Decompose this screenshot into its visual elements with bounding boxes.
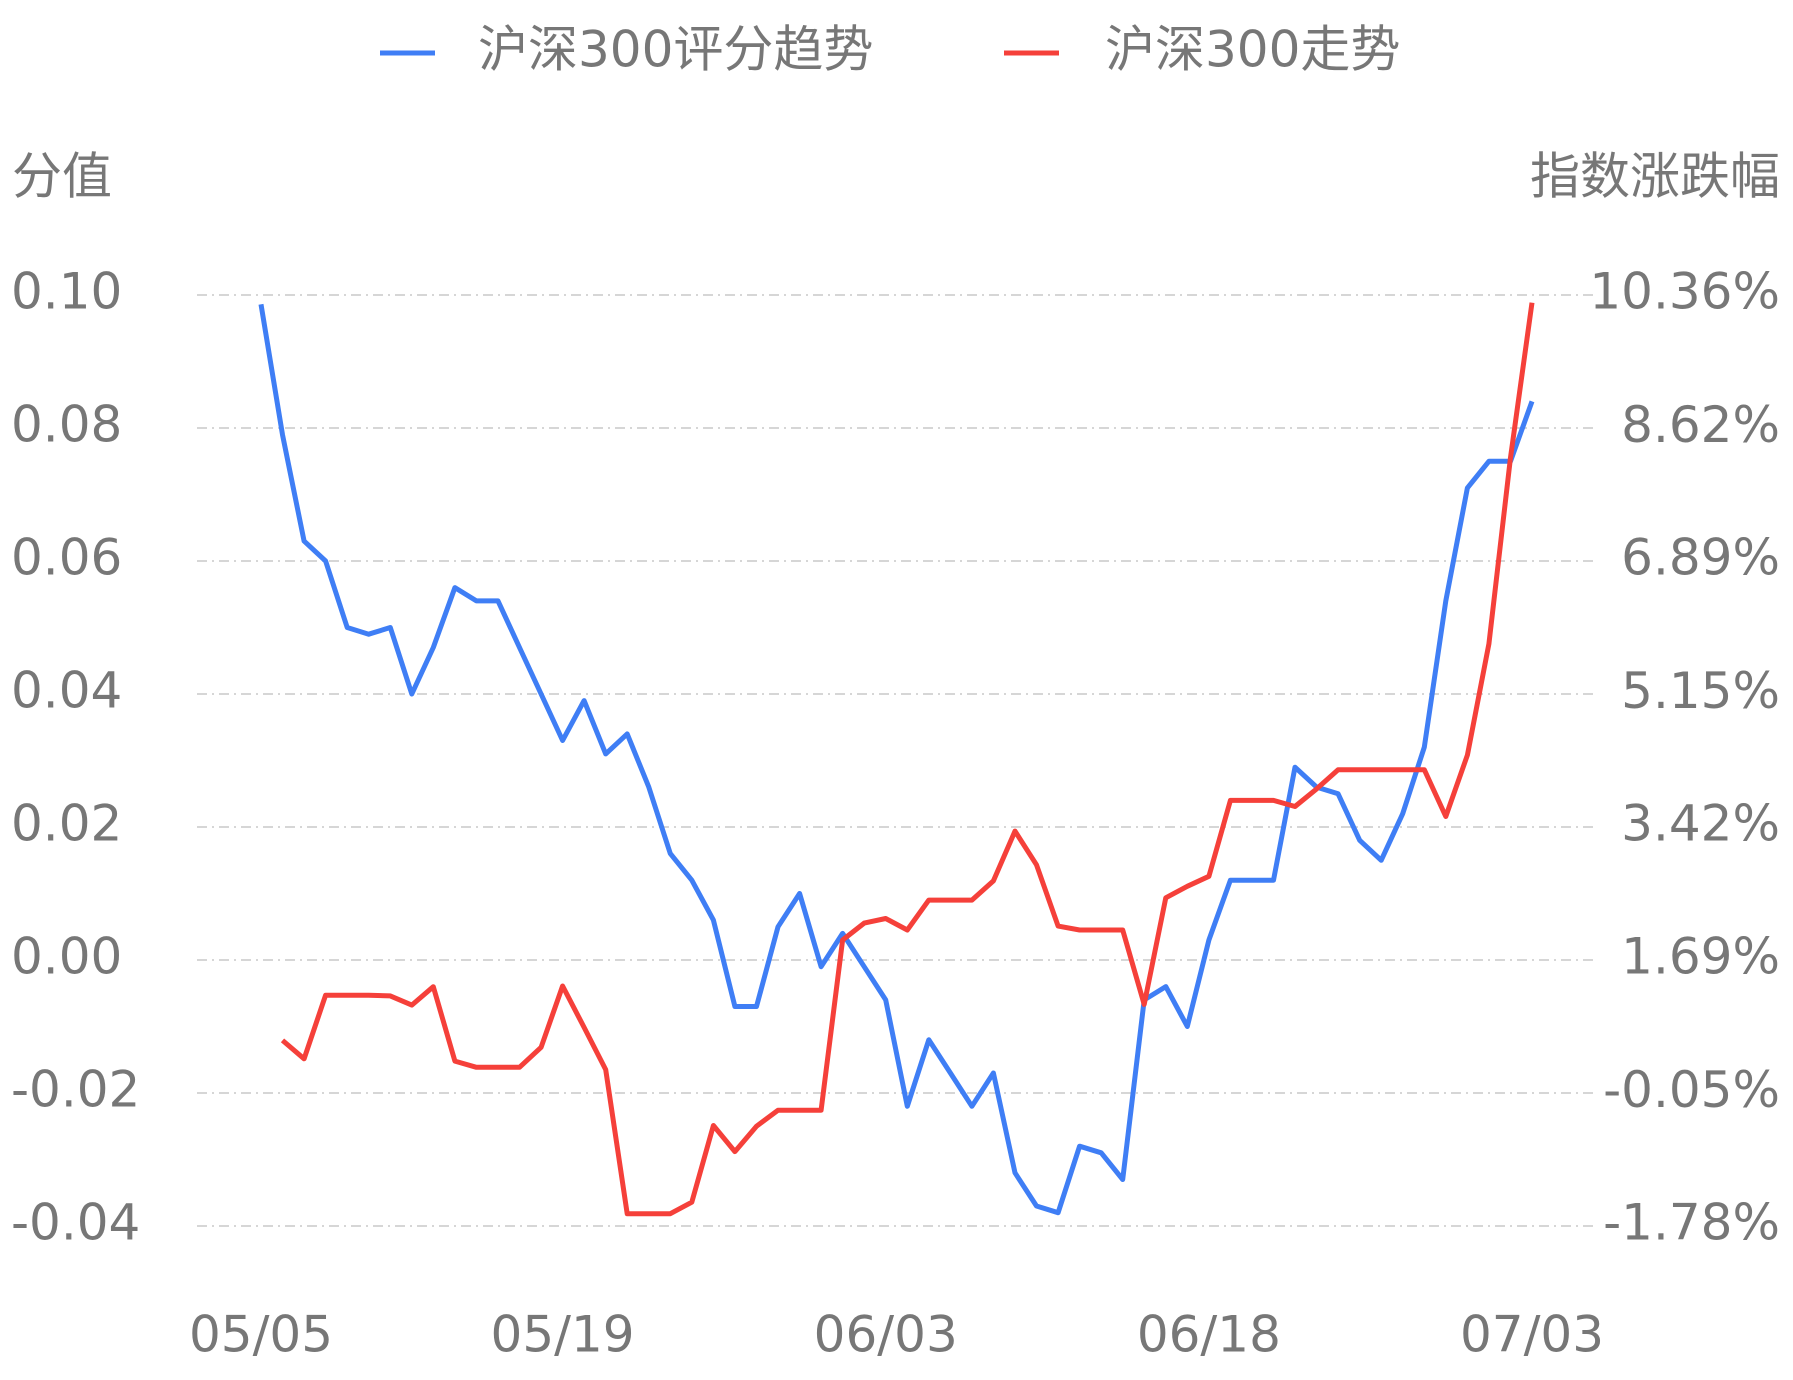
x-tick-label: 05/05: [189, 1306, 333, 1364]
y2-tick-label: 6.89%: [1621, 529, 1780, 587]
y2-tick-label: 5.15%: [1621, 662, 1780, 720]
y-tick-label: 0.02: [11, 795, 122, 853]
y2-tick-label: 1.69%: [1621, 927, 1780, 985]
x-tick-label: 06/03: [814, 1306, 958, 1364]
y-axis-title: 分值: [12, 148, 112, 206]
x-tick-label: 07/03: [1460, 1306, 1604, 1364]
y-tick-label: 0.04: [11, 662, 122, 720]
y-tick-label: 0.10: [11, 263, 122, 321]
y2-axis-title: 指数涨跌幅: [1530, 148, 1780, 206]
y-tick-label: -0.02: [11, 1061, 140, 1119]
y2-tick-label: 10.36%: [1589, 263, 1780, 321]
y-tick-label: 0.06: [11, 529, 122, 587]
legend-label: 沪深300走势: [1105, 21, 1400, 79]
y2-tick-label: -1.78%: [1603, 1194, 1780, 1252]
y-tick-label: 0.00: [11, 928, 122, 986]
y-tick-label: -0.04: [11, 1194, 140, 1252]
legend-label: 沪深300评分趋势: [478, 21, 873, 79]
series-line: [280, 302, 1535, 1217]
y2-tick-label: 8.62%: [1621, 396, 1780, 454]
series-line: [258, 303, 1535, 1216]
x-tick-label: 05/19: [491, 1306, 635, 1364]
x-tick-label: 06/18: [1137, 1306, 1281, 1364]
y-tick-label: 0.08: [11, 396, 122, 454]
y2-tick-label: 3.42%: [1621, 795, 1780, 853]
y2-tick-label: -0.05%: [1603, 1061, 1780, 1119]
